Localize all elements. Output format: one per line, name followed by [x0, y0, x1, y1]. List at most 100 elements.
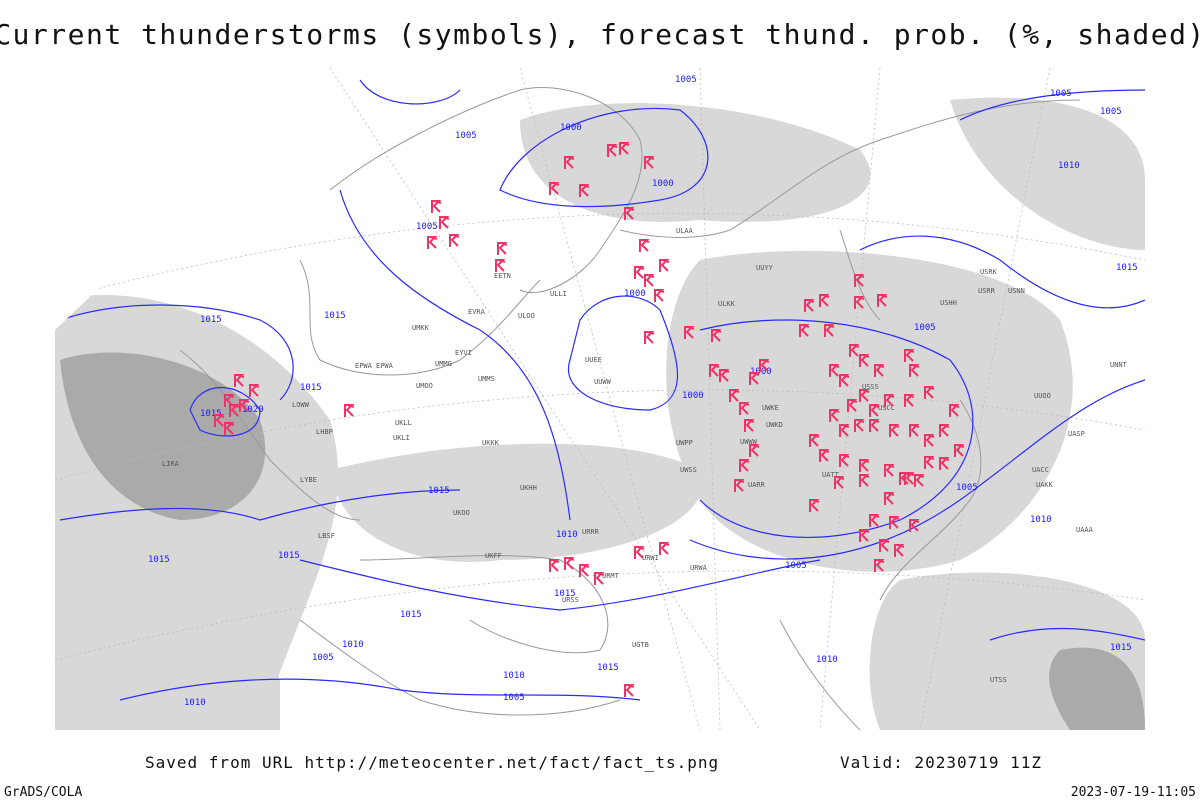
isobar-label: 1015	[200, 315, 222, 325]
graticule	[55, 68, 1145, 730]
isobar-label: 1005	[785, 561, 807, 571]
station-label: UAAA	[1076, 526, 1094, 534]
thunderstorm-symbol	[224, 394, 235, 407]
thunderstorm-symbol	[909, 519, 920, 532]
thunderstorm-symbol	[809, 499, 820, 512]
thunderstorm-symbol	[624, 684, 635, 697]
thunderstorm-symbol	[659, 259, 670, 272]
station-label: URWI	[642, 554, 659, 562]
station-label: EYVI	[455, 349, 472, 357]
thunderstorm-symbol	[939, 457, 950, 470]
station-label: EVRA	[468, 308, 486, 316]
thunderstorm-symbol	[869, 419, 880, 432]
station-label: UUOO	[1034, 392, 1051, 400]
thunderstorm-symbol	[214, 414, 225, 427]
thunderstorm-symbol	[819, 294, 830, 307]
thunderstorm-symbol	[924, 434, 935, 447]
thunderstorm-symbol	[431, 200, 442, 213]
thunderstorm-symbol	[859, 474, 870, 487]
station-label: LYBE	[300, 476, 317, 484]
thunderstorm-symbol	[839, 424, 850, 437]
map: 1005 1000 1005 1000 1005 1010 1015 1015 …	[55, 68, 1145, 730]
thunderstorm-symbol	[849, 344, 860, 357]
isobar-label: 1000	[624, 289, 646, 299]
isobar-label: 1015	[148, 555, 170, 565]
thunderstorm-symbol	[495, 259, 506, 272]
thunderstorm-symbol	[224, 422, 235, 435]
thunderstorm-symbol	[711, 329, 722, 342]
isobar-label: 1005	[956, 483, 978, 493]
station-label: UACC	[1032, 466, 1049, 474]
thunderstorm-symbol	[249, 384, 260, 397]
thunderstorm-symbol	[889, 424, 900, 437]
thunderstorm-symbol	[684, 326, 695, 339]
station-label: EPWA	[376, 362, 394, 370]
thunderstorm-symbol	[644, 274, 655, 287]
isobar-label: 1005	[1050, 89, 1072, 99]
isobar-label: 1005	[675, 75, 697, 85]
thunderstorm-symbol	[924, 456, 935, 469]
station-label: LIRA	[162, 460, 180, 468]
thunderstorm-symbol	[949, 404, 960, 417]
thunderstorm-symbol	[889, 516, 900, 529]
thunderstorm-symbol	[799, 324, 810, 337]
thunderstorm-symbols	[214, 142, 965, 697]
station-label: UUEE	[585, 356, 602, 364]
thunderstorm-symbol	[894, 544, 905, 557]
station-label: UAKK	[1036, 481, 1054, 489]
station-label: UUWW	[594, 378, 612, 386]
station-label: USRK	[980, 268, 998, 276]
thunderstorm-symbol	[909, 424, 920, 437]
station-label: UWKE	[762, 404, 779, 412]
isobar-label: 1010	[556, 530, 578, 540]
thunderstorm-symbol	[644, 331, 655, 344]
isobar-label: 1015	[300, 383, 322, 393]
thunderstorm-symbol	[904, 394, 915, 407]
thunderstorm-symbol	[749, 372, 760, 385]
station-label: UMOO	[416, 382, 433, 390]
thunderstorm-symbol	[874, 364, 885, 377]
station-label: ULKK	[718, 300, 736, 308]
station-label: LHBP	[316, 428, 333, 436]
station-label: UGTB	[632, 641, 649, 649]
station-label: UATT	[822, 471, 840, 479]
station-labels: ULAA EETN ULLI UMKK EVRA ULOO EPWA UMMG …	[162, 227, 1128, 684]
isobar-label: 1015	[1116, 263, 1138, 273]
station-label: LOWW	[292, 401, 310, 409]
station-label: ULAA	[676, 227, 694, 235]
isobar-label: 1005	[312, 653, 334, 663]
thunderstorm-symbol	[344, 404, 355, 417]
thunderstorm-symbol	[859, 354, 870, 367]
valid-time: Valid: 20230719 11Z	[840, 753, 1042, 772]
station-label: USCC	[878, 404, 895, 412]
thunderstorm-symbol	[709, 364, 720, 377]
thunderstorm-symbol	[497, 242, 508, 255]
thunderstorm-symbol	[739, 459, 750, 472]
station-label: UKOO	[453, 509, 470, 517]
station-label: UMKK	[412, 324, 430, 332]
thunderstorm-symbol	[854, 296, 865, 309]
station-label: LBSF	[318, 532, 335, 540]
thunderstorm-symbol	[659, 542, 670, 555]
thunderstorm-symbol	[939, 424, 950, 437]
station-label: URSS	[562, 596, 579, 604]
credit: GrADS/COLA	[4, 785, 82, 800]
thunderstorm-symbol	[859, 529, 870, 542]
thunderstorm-symbol	[564, 557, 575, 570]
isobar-label: 1015	[597, 663, 619, 673]
station-label: USSS	[862, 383, 879, 391]
thunderstorm-symbol	[624, 207, 635, 220]
thunderstorm-symbol	[644, 156, 655, 169]
thunderstorm-symbol	[239, 399, 250, 412]
isobar-label: 1010	[184, 698, 206, 708]
isobar-label: 1015	[400, 610, 422, 620]
thunderstorm-symbol	[804, 299, 815, 312]
thunderstorm-symbol	[879, 539, 890, 552]
thunderstorm-symbol	[829, 364, 840, 377]
thunderstorm-symbol	[579, 564, 590, 577]
isobar-label: 1005	[455, 131, 477, 141]
source-url: Saved from URL http://meteocenter.net/fa…	[145, 753, 719, 772]
thunderstorm-symbol	[854, 274, 865, 287]
station-label: UUYY	[756, 264, 774, 272]
thunderstorm-symbol	[884, 492, 895, 505]
